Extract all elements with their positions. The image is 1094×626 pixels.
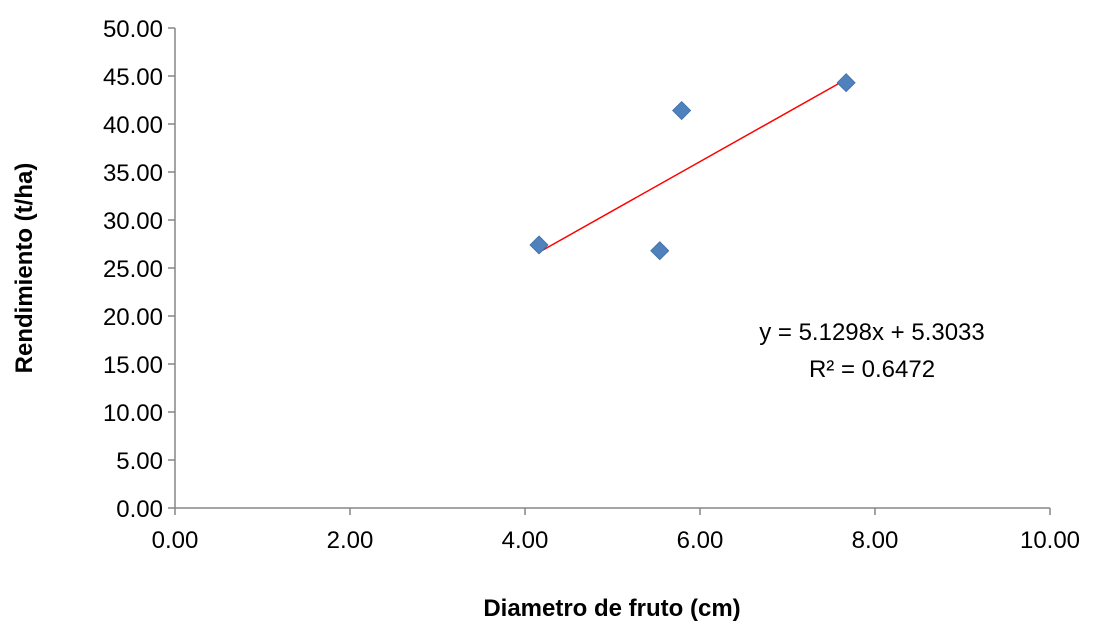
trendline-group bbox=[538, 78, 847, 253]
r-squared-label: R² = 0.6472 bbox=[809, 356, 935, 383]
y-tick-label: 45.00 bbox=[103, 64, 163, 91]
data-point bbox=[529, 235, 549, 255]
x-tick-label: 8.00 bbox=[852, 527, 899, 554]
data-point bbox=[650, 241, 670, 261]
x-tick-label: 0.00 bbox=[152, 527, 199, 554]
x-tick-label: 2.00 bbox=[327, 527, 374, 554]
axes bbox=[174, 28, 1050, 509]
y-tick-label: 35.00 bbox=[103, 160, 163, 187]
x-axis-title: Diametro de fruto (cm) bbox=[483, 595, 740, 622]
y-axis-ticks: 0.00 5.00 10.00 15.00 20.00 25.00 30.00 35.00 40… bbox=[103, 16, 175, 523]
y-tick-label: 0.00 bbox=[116, 496, 163, 523]
y-tick-label: 10.00 bbox=[103, 400, 163, 427]
x-tick-label: 6.00 bbox=[677, 527, 724, 554]
y-tick-label: 5.00 bbox=[116, 448, 163, 475]
y-axis-title: Rendimiento (t/ha) bbox=[11, 163, 38, 374]
x-tick-label: 4.00 bbox=[502, 527, 549, 554]
y-tick-label: 40.00 bbox=[103, 112, 163, 139]
y-tick-label: 50.00 bbox=[103, 16, 163, 43]
x-axis-ticks: 0.00 2.00 4.00 6.00 8.00 10.00 bbox=[152, 508, 1080, 554]
data-point bbox=[672, 100, 692, 121]
y-tick-label: 15.00 bbox=[103, 352, 163, 379]
y-tick-label: 20.00 bbox=[103, 304, 163, 331]
data-point bbox=[836, 73, 856, 93]
data-points bbox=[529, 73, 856, 261]
trendline-equation: y = 5.1298x + 5.3033 bbox=[759, 319, 985, 346]
x-tick-label: 10.00 bbox=[1020, 527, 1080, 554]
y-tick-label: 30.00 bbox=[103, 208, 163, 235]
y-tick-label: 25.00 bbox=[103, 256, 163, 283]
trendline bbox=[538, 78, 847, 253]
